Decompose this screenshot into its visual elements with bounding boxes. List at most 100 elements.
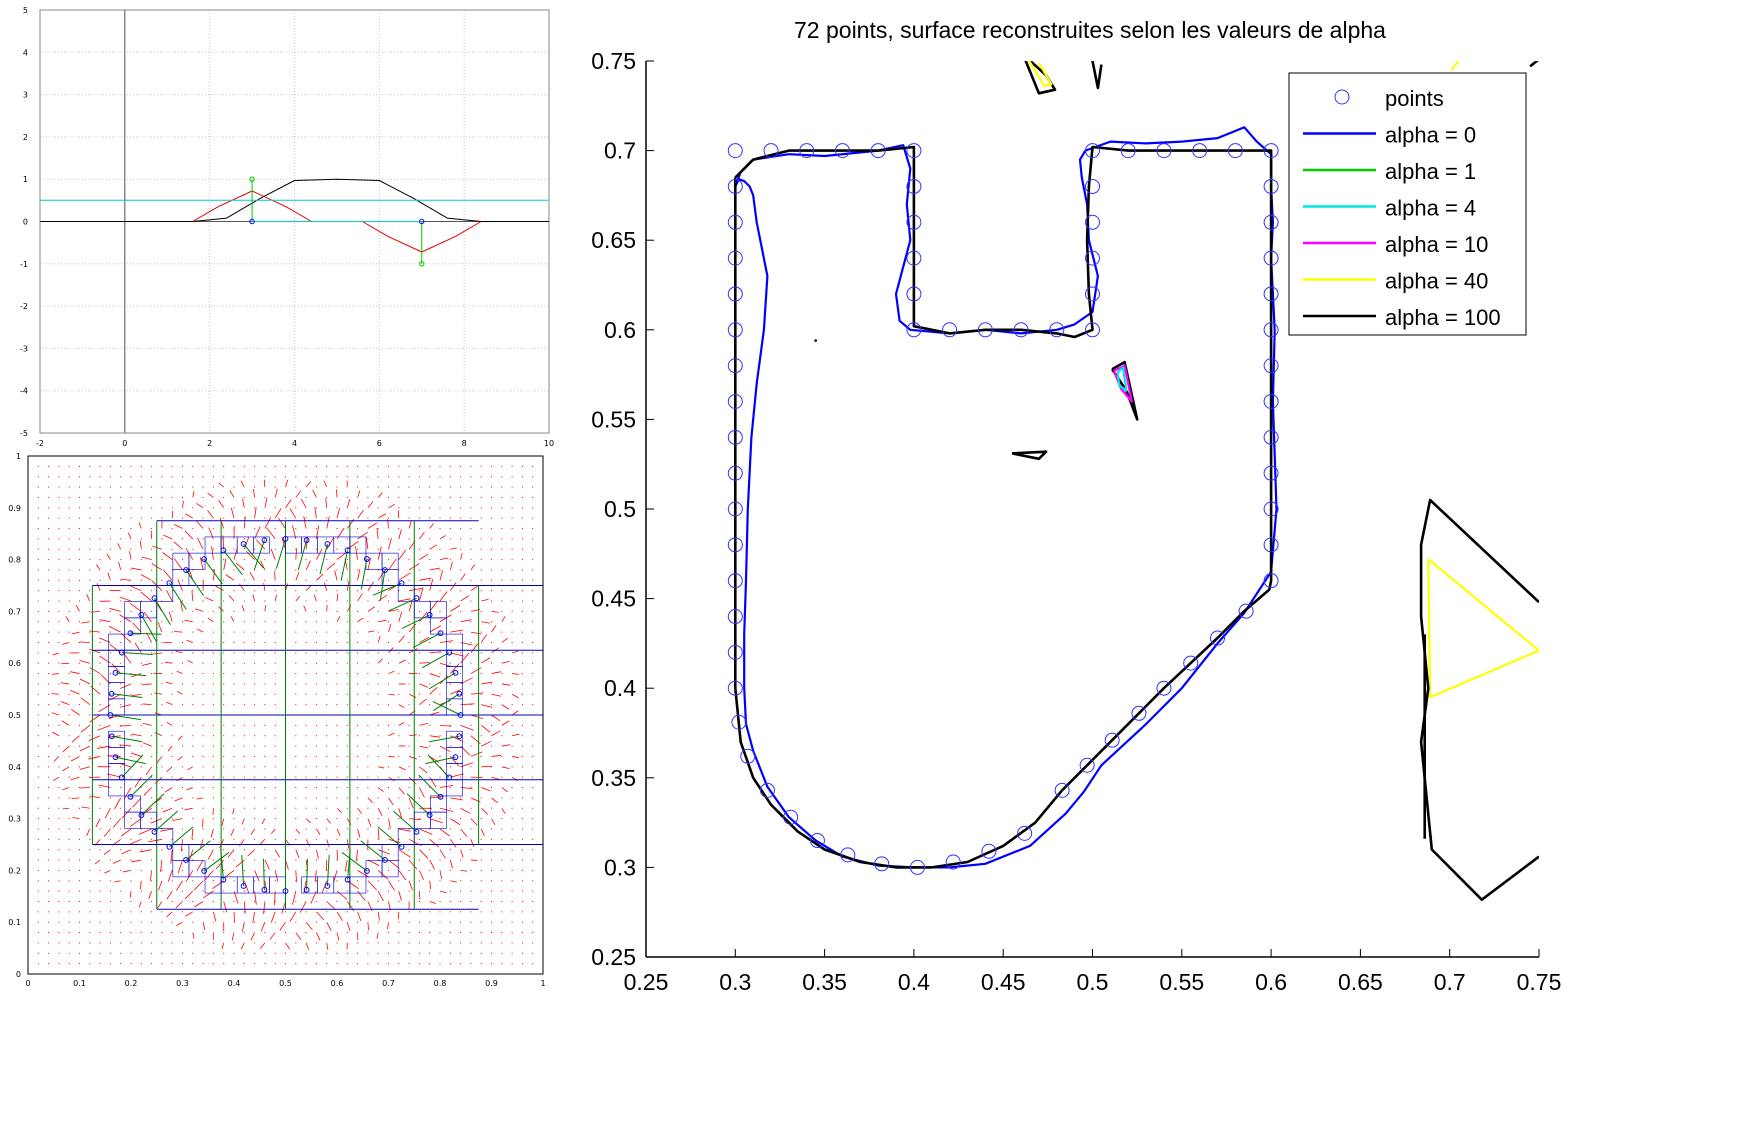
field-dot: [470, 683, 472, 685]
field-dot: [295, 735, 297, 737]
field-dot: [161, 921, 163, 923]
field-arrow: [274, 594, 277, 602]
field-dot: [418, 507, 420, 509]
field-dot: [418, 880, 420, 882]
field-dot: [491, 683, 492, 685]
field-dot: [501, 900, 503, 902]
field-dot: [48, 724, 50, 726]
field-dot: [109, 952, 111, 954]
normal-arrow: [360, 840, 386, 861]
sample-point: [1085, 322, 1100, 338]
x-tick-label: 0.65: [1338, 969, 1383, 995]
field-dot: [346, 652, 348, 654]
field-dot: [254, 528, 256, 530]
field-arrow: [243, 901, 246, 914]
field-dot: [48, 465, 50, 467]
field-arrow: [387, 922, 389, 930]
field-dot: [151, 486, 153, 488]
field-dot: [89, 590, 91, 592]
field-dot: [68, 486, 70, 488]
field-dot: [223, 476, 225, 478]
field-dot: [295, 662, 297, 664]
field-dot: [89, 486, 91, 488]
field-arrow: [138, 901, 142, 908]
field-dot: [521, 724, 523, 726]
quadtree-cell: [381, 844, 399, 861]
field-dot: [58, 486, 60, 488]
sample-point: [240, 883, 247, 889]
field-dot: [521, 900, 523, 902]
field-arrow: [439, 849, 446, 859]
sample-point: [727, 609, 743, 625]
field-arrow: [114, 880, 121, 883]
field-dot: [429, 538, 431, 540]
field-arrow: [243, 536, 250, 550]
field-dot: [58, 610, 60, 612]
field-arrow: [138, 522, 142, 529]
field-arrow: [250, 828, 255, 835]
field-dot: [418, 942, 420, 944]
field-arrow: [470, 564, 475, 571]
field-dot: [439, 735, 441, 737]
field-dot: [336, 683, 338, 685]
field-dot: [491, 828, 492, 830]
field-dot: [449, 787, 451, 789]
field-dot: [212, 766, 214, 768]
field-arrow: [470, 585, 478, 592]
field-dot: [305, 476, 307, 478]
field-dot: [68, 869, 70, 871]
field-dot: [151, 755, 153, 757]
field-dot: [346, 849, 348, 851]
field-dot: [408, 621, 410, 623]
field-dot: [532, 849, 534, 851]
field-dot: [460, 507, 462, 509]
normal-arrow: [388, 597, 417, 612]
sample-point: [727, 393, 743, 409]
field-dot: [357, 548, 359, 550]
field-dot: [449, 942, 451, 944]
field-dot: [274, 693, 276, 695]
field-dot: [377, 963, 379, 965]
normal-arrow: [393, 810, 417, 833]
x-tick-label: 0: [25, 979, 30, 988]
normal-arrow: [262, 858, 265, 890]
field-arrow: [119, 744, 132, 747]
sample-point: [382, 857, 388, 863]
field-dot: [511, 476, 513, 478]
field-dot: [48, 818, 50, 820]
field-dot: [295, 652, 297, 654]
y-tick-label: 0.6: [8, 659, 21, 668]
field-dot: [254, 735, 256, 737]
field-dot: [295, 465, 297, 467]
field-dot: [388, 828, 389, 830]
field-arrow: [491, 671, 501, 674]
field-dot: [37, 538, 39, 540]
field-dot: [377, 683, 379, 685]
field-arrow: [324, 582, 328, 591]
field-dot: [171, 476, 173, 478]
field-dot: [254, 838, 256, 840]
field-dot: [171, 755, 173, 757]
field-dot: [398, 465, 400, 467]
sample-point: [727, 537, 743, 553]
field-arrow: [419, 766, 428, 774]
field-arrow: [429, 600, 439, 612]
field-dot: [274, 631, 276, 633]
field-dot: [264, 693, 266, 695]
field-dot: [151, 952, 153, 954]
field-arrow: [202, 922, 206, 931]
field-dot: [130, 673, 132, 675]
field-arrow: [177, 859, 183, 874]
field-arrow: [266, 527, 276, 540]
field-arrow: [295, 828, 301, 835]
field-dot: [439, 911, 441, 913]
field-dot: [398, 631, 400, 633]
field-dot: [223, 869, 225, 871]
field-dot: [501, 579, 503, 581]
field-dot: [151, 590, 153, 592]
field-dot: [408, 807, 410, 809]
field-dot: [418, 652, 420, 654]
field-arrow: [103, 828, 111, 837]
field-dot: [511, 538, 513, 540]
field-arrow: [80, 641, 90, 643]
